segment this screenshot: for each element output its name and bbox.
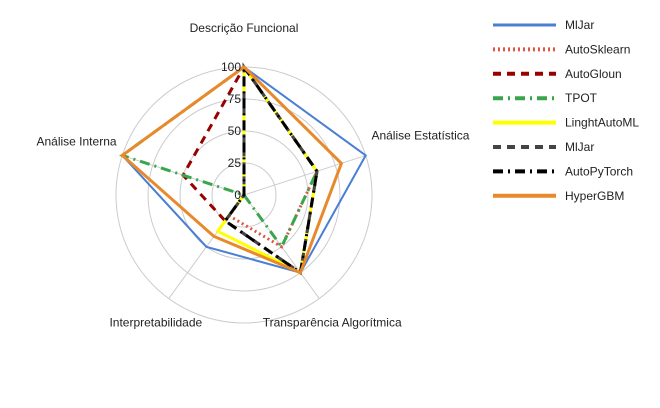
series-line-hypergbm-7 [119, 65, 344, 275]
tick-label-25: 25 [228, 156, 242, 170]
tick-labels: 0 25 50 75 100 [221, 60, 241, 202]
legend-label-hypergbm-7: HyperGBM [565, 189, 624, 203]
series-line-autopytorch-6 [223, 62, 319, 276]
tick-label-100: 100 [221, 60, 241, 74]
legend-label-tpot-3: TPOT [565, 91, 598, 105]
tick-label-50: 50 [228, 124, 242, 138]
axis-label-analise-estatistica: Análise Estatística [371, 129, 469, 143]
axis-labels: Descrição Funcional Análise Estatística Tr… [36, 21, 469, 329]
tick-label-0: 0 [234, 188, 241, 202]
axis-label-interpretabilidade: Interpretabilidade [109, 315, 202, 329]
axis-label-analise-interna: Análise Interna [36, 135, 116, 149]
legend-label-mljar-0: MlJar [565, 18, 594, 32]
axis-label-transparencia-algoritmica: Transparência Algorítmica [263, 315, 402, 329]
axis-label-descricao-funcional: Descrição Funcional [190, 21, 299, 35]
axis-spoke-analise-estatistica [243, 154, 366, 196]
legend-label-autopytorch-6: AutoPyTorch [565, 164, 633, 178]
tick-label-75: 75 [228, 92, 242, 106]
legend-label-linghtautoml-4: LinghtAutoML [565, 116, 639, 130]
legend-label-mljar-5: MlJar [565, 140, 594, 154]
legend-label-autogloun-2: AutoGloun [565, 67, 622, 81]
legend: MlJar AutoSklearn AutoGloun TPOT LinghtAutoM… [493, 18, 639, 203]
series-lines [119, 62, 368, 276]
legend-label-autosklearn-1: AutoSklearn [565, 42, 630, 56]
